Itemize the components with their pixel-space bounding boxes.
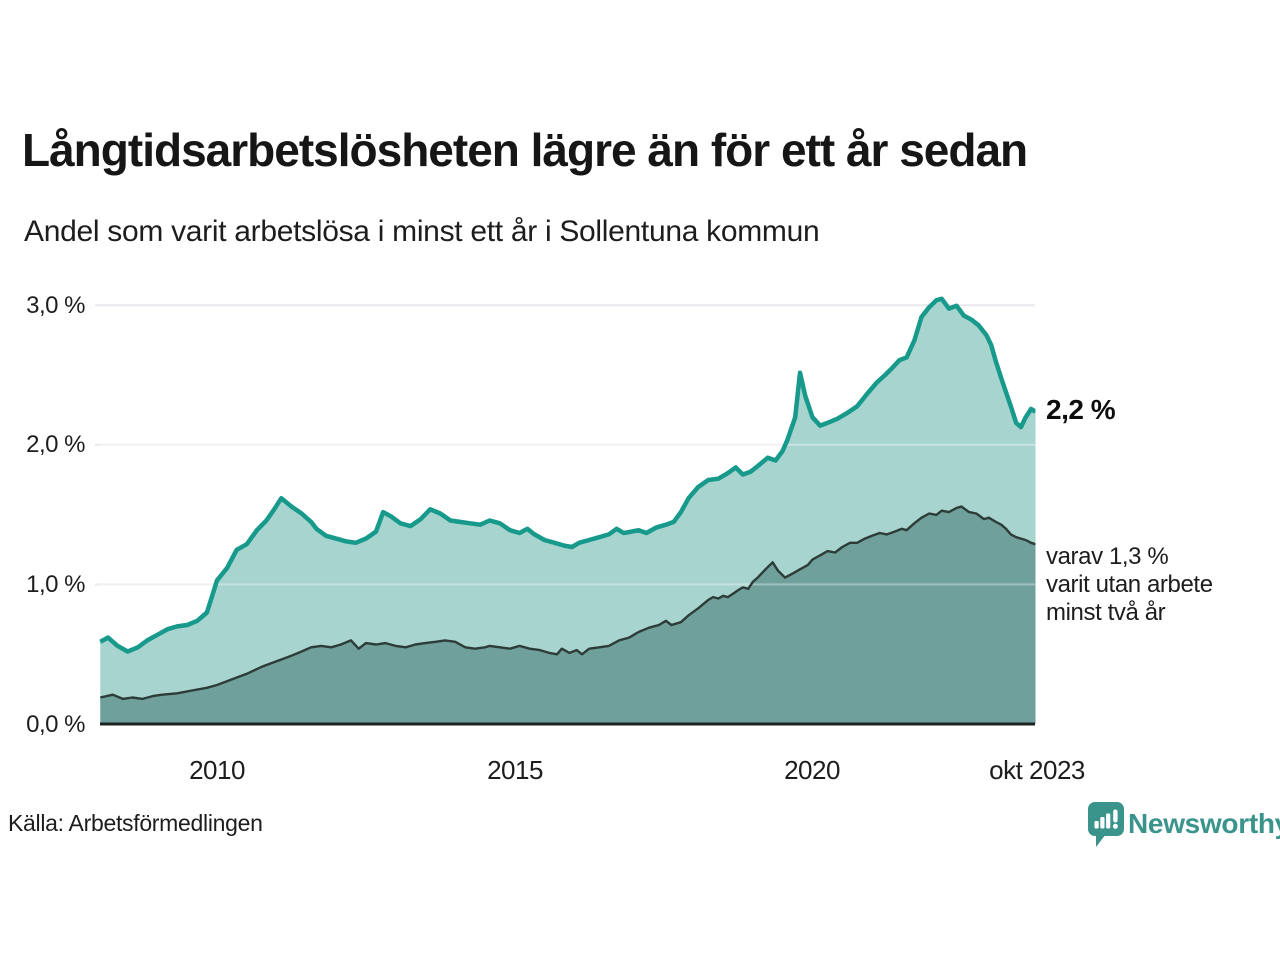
page-title: Långtidsarbetslösheten lägre än för ett … <box>22 124 1028 176</box>
two-year-series-label: varav 1,3 % varit utan arbete minst två … <box>1046 543 1213 627</box>
y-tick-3: 3,0 % <box>26 292 85 319</box>
logo-exclamation-dot <box>1112 823 1118 829</box>
logo-exclamation-stem <box>1113 809 1118 823</box>
two-year-series-area <box>100 506 1036 724</box>
two-year-label-line2: varit utan arbete <box>1046 571 1213 598</box>
two-year-label-line1: varav 1,3 % <box>1046 543 1169 570</box>
total-series-line <box>99 296 1036 654</box>
two-year-label-line3: minst två år <box>1046 599 1166 626</box>
y-tick-1: 1,0 % <box>26 571 85 598</box>
logo-bar-3 <box>1106 813 1111 829</box>
newsworthy-brand: Newsworthy <box>1086 800 1280 850</box>
logo-bubble-shape <box>1088 802 1124 847</box>
newsworthy-brand-text: Newsworthy <box>1128 808 1280 839</box>
logo-bar-2 <box>1100 817 1105 829</box>
page-subtitle: Andel som varit arbetslösa i minst ett å… <box>24 215 820 248</box>
newsworthy-logo-icon <box>1088 802 1124 847</box>
x-tick-2015: 2015 <box>487 755 543 785</box>
x-tick-okt2023: okt 2023 <box>989 755 1085 785</box>
two-year-series-line <box>100 505 1036 701</box>
y-tick-2: 2,0 % <box>26 431 85 458</box>
logo-bar-1 <box>1094 821 1099 829</box>
y-tick-0: 0,0 % <box>26 711 85 738</box>
x-tick-2010: 2010 <box>189 755 245 785</box>
x-tick-2020: 2020 <box>784 755 840 785</box>
source-credit: Källa: Arbetsförmedlingen <box>8 810 263 836</box>
total-series-value-label: 2,2 % <box>1046 394 1116 425</box>
